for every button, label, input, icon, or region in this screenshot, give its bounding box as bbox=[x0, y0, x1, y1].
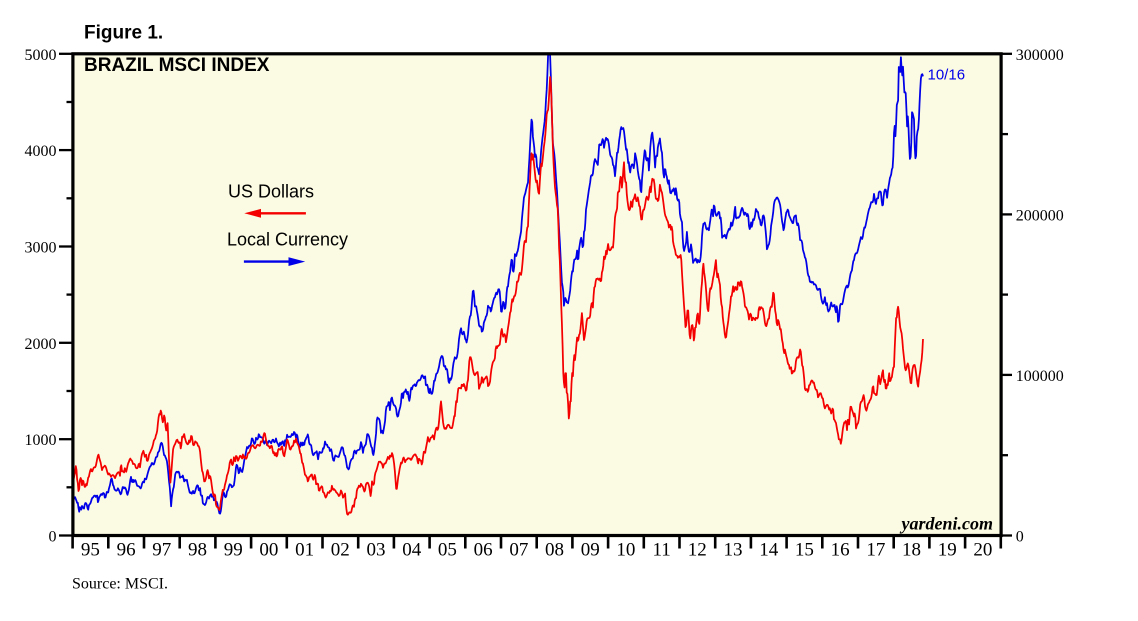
svg-text:98: 98 bbox=[188, 540, 207, 561]
svg-text:Source: MSCI.: Source: MSCI. bbox=[72, 576, 168, 593]
svg-text:05: 05 bbox=[438, 540, 457, 561]
svg-text:14: 14 bbox=[759, 540, 779, 561]
svg-text:95: 95 bbox=[81, 540, 100, 561]
svg-text:13: 13 bbox=[724, 540, 743, 561]
svg-text:4000: 4000 bbox=[25, 143, 57, 160]
svg-text:yardeni.com: yardeni.com bbox=[900, 514, 994, 534]
svg-text:06: 06 bbox=[474, 540, 493, 561]
svg-text:Figure 1.: Figure 1. bbox=[84, 23, 163, 44]
svg-text:09: 09 bbox=[581, 540, 600, 561]
svg-text:19: 19 bbox=[938, 540, 957, 561]
svg-text:100000: 100000 bbox=[1016, 368, 1064, 385]
svg-text:17: 17 bbox=[866, 540, 885, 561]
svg-text:3000: 3000 bbox=[25, 240, 57, 257]
svg-text:Local Currency: Local Currency bbox=[227, 230, 348, 250]
svg-text:0: 0 bbox=[49, 529, 57, 546]
svg-text:300000: 300000 bbox=[1016, 47, 1064, 64]
svg-text:01: 01 bbox=[295, 540, 314, 561]
svg-text:97: 97 bbox=[152, 540, 171, 561]
svg-text:02: 02 bbox=[331, 540, 350, 561]
svg-text:16: 16 bbox=[831, 540, 850, 561]
svg-text:03: 03 bbox=[367, 540, 386, 561]
svg-text:15: 15 bbox=[795, 540, 814, 561]
svg-text:08: 08 bbox=[545, 540, 564, 561]
svg-text:11: 11 bbox=[652, 540, 670, 561]
svg-text:2000: 2000 bbox=[25, 336, 57, 353]
svg-text:96: 96 bbox=[117, 540, 136, 561]
svg-text:1000: 1000 bbox=[25, 432, 57, 449]
svg-text:US Dollars: US Dollars bbox=[228, 182, 314, 202]
svg-text:10: 10 bbox=[616, 540, 635, 561]
svg-text:07: 07 bbox=[509, 540, 528, 561]
svg-text:99: 99 bbox=[224, 540, 243, 561]
svg-text:200000: 200000 bbox=[1016, 207, 1064, 224]
svg-text:BRAZIL MSCI INDEX: BRAZIL MSCI INDEX bbox=[84, 55, 270, 76]
svg-text:00: 00 bbox=[259, 540, 278, 561]
svg-text:04: 04 bbox=[402, 540, 422, 561]
svg-text:12: 12 bbox=[688, 540, 707, 561]
svg-text:5000: 5000 bbox=[25, 47, 57, 64]
svg-text:10/16: 10/16 bbox=[928, 67, 966, 84]
svg-text:20: 20 bbox=[973, 540, 992, 561]
svg-text:18: 18 bbox=[902, 540, 921, 561]
svg-text:0: 0 bbox=[1016, 529, 1024, 546]
